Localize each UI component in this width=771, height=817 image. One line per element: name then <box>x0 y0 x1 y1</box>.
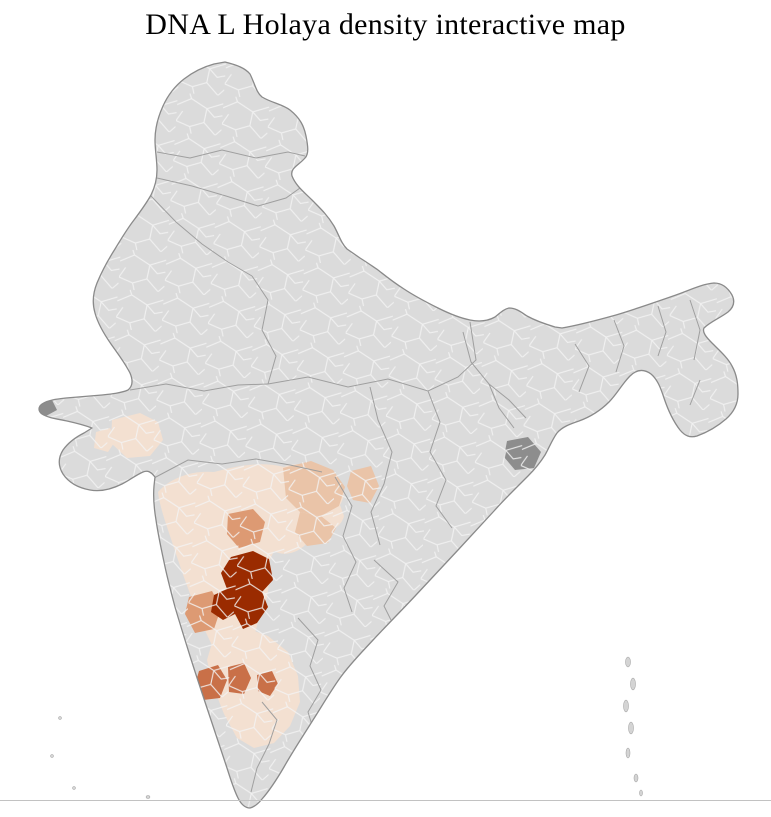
state-borders <box>129 149 701 793</box>
bottom-divider <box>0 800 771 801</box>
island-andaman-5[interactable] <box>625 747 631 759</box>
island-andaman-1[interactable] <box>625 656 631 668</box>
island-lakshadweep-1[interactable] <box>58 716 62 720</box>
island-lakshadweep-3[interactable] <box>72 786 76 790</box>
islands-group[interactable] <box>50 656 643 799</box>
island-lakshadweep-2[interactable] <box>50 754 54 758</box>
island-south-dot[interactable] <box>145 795 151 799</box>
island-andaman-4[interactable] <box>628 721 634 735</box>
island-andaman-2[interactable] <box>630 677 636 691</box>
island-nicobar-1[interactable] <box>633 773 639 783</box>
island-nicobar-2[interactable] <box>639 789 643 797</box>
island-andaman-3[interactable] <box>623 699 629 713</box>
district-borders-overlay <box>39 62 738 808</box>
page-title: DNA L Holaya density interactive map <box>145 8 626 41</box>
